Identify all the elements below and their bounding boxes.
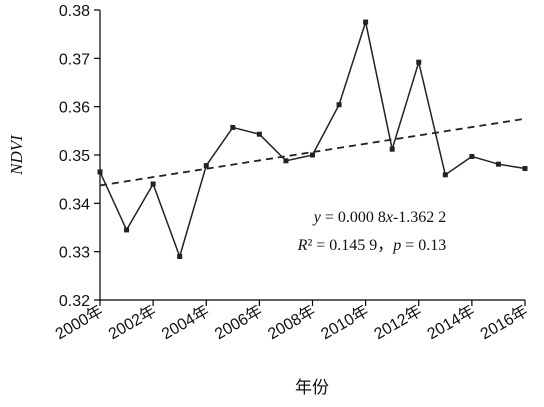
trendline <box>99 117 526 187</box>
trendline-group <box>99 117 526 187</box>
data-point <box>203 163 209 169</box>
y-tick-label: 0.38 <box>59 3 90 20</box>
x-tick-label: 2002年 <box>105 302 159 343</box>
regression-equation: y = 0.000 8x-1.362 2 <box>312 209 447 226</box>
x-tick-label: 2008年 <box>265 302 319 343</box>
y-tick-label: 0.36 <box>59 100 90 117</box>
series-group <box>97 19 528 259</box>
data-point <box>310 152 315 158</box>
series-line <box>99 19 526 259</box>
x-ticks: 2000年 2002年 2004年 2006年 2008年 2010年 2012年 2014年… <box>52 300 531 343</box>
y-ticks: 0.32 0.33 0.34 0.35 0.36 0.37 0.38 <box>59 3 100 310</box>
data-point <box>97 169 103 175</box>
x-tick-label: 2006年 <box>212 302 266 343</box>
x-tick-label: 2010年 <box>318 302 372 343</box>
data-point <box>150 181 156 187</box>
data-point <box>495 161 501 167</box>
y-tick-label: 0.32 <box>59 293 90 310</box>
data-point <box>389 146 395 152</box>
y-tick-label: 0.34 <box>59 196 90 213</box>
x-tick-label: 2004年 <box>159 302 213 343</box>
y-axis-title: NDVI <box>7 134 26 176</box>
y-tick-label: 0.37 <box>59 51 90 68</box>
x-tick-label: 2016年 <box>477 302 531 343</box>
regression-stats: R² = 0.145 9，p = 0.13 <box>297 237 447 254</box>
data-point <box>522 166 528 172</box>
x-axis-title: 年份 <box>295 378 329 398</box>
data-point <box>283 158 289 164</box>
data-point <box>256 131 262 137</box>
regression-annotation: y = 0.000 8x-1.362 2 R² = 0.145 9，p = 0.… <box>297 209 447 254</box>
data-point <box>442 172 448 178</box>
data-point <box>363 19 369 25</box>
data-point <box>416 59 422 65</box>
data-point <box>124 227 130 233</box>
data-point <box>469 153 475 159</box>
x-tick-label: 2012年 <box>371 302 425 343</box>
data-point <box>177 254 183 259</box>
data-point <box>230 124 236 130</box>
x-tick-label: 2014年 <box>424 302 478 343</box>
data-point <box>336 102 342 108</box>
y-tick-label: 0.33 <box>59 245 90 262</box>
y-tick-label: 0.35 <box>59 148 90 165</box>
